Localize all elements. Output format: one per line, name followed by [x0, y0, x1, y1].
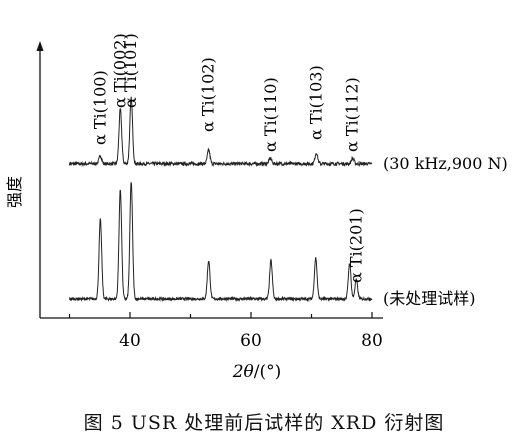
- x-axis-label-unit: /(°): [254, 362, 282, 382]
- x-axis-label-symbol: 2θ: [232, 362, 254, 382]
- series-name-label: (30 kHz,900 N): [383, 154, 508, 173]
- peak-annotation-label: α Ti(102): [199, 57, 218, 132]
- x-tick-label: 80: [361, 331, 383, 351]
- peak-annotation-label: α Ti(110): [261, 77, 280, 152]
- peak-annotation-label: α Ti(101): [121, 33, 140, 108]
- peak-annotation-label: α Ti(112): [343, 77, 362, 152]
- x-tick-label: 60: [240, 331, 262, 351]
- peak-annotation-label: α Ti(100): [90, 70, 109, 145]
- peak-annotations: α Ti(100) α Ti(002)α Ti(101) α Ti(102) α Ti…: [90, 33, 365, 283]
- series-line-0: [69, 96, 373, 168]
- series-name-label: (未处理试样): [383, 289, 476, 308]
- series-line-1: [69, 182, 373, 303]
- chart-labels: 强度 2θ/(°): [5, 176, 281, 382]
- y-axis-label: 强度: [5, 176, 24, 208]
- x-axis-label: 2θ/(°): [232, 362, 282, 382]
- peak-annotation-label: α Ti(103): [306, 65, 325, 140]
- y-axis-arrow: [36, 41, 44, 51]
- peak-annotation-label: α Ti(002): [110, 33, 129, 108]
- peak-annotation-label: α Ti(201): [346, 208, 365, 283]
- x-tick-label: 40: [119, 331, 141, 351]
- chart-axes: 40 60 80: [36, 41, 383, 351]
- chart-series: (30 kHz,900 N) (未处理试样): [69, 96, 508, 308]
- figure-caption: 图 5 USR 处理前后试样的 XRD 衍射图: [83, 412, 445, 434]
